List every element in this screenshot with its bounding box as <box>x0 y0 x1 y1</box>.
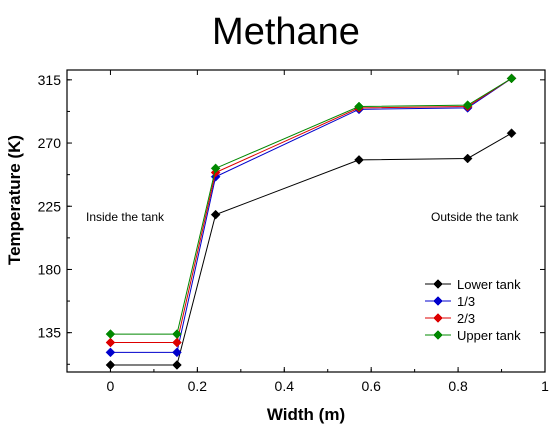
chart-title: Methane <box>212 11 360 53</box>
y-axis-title: Temperature (K) <box>5 135 24 265</box>
legend-label-1-3: 1/3 <box>457 294 475 309</box>
legend-marker-1-3 <box>433 296 443 306</box>
data-point-lower-tank <box>506 128 517 139</box>
x-tick-label: 0 <box>107 378 115 394</box>
x-axis-title: Width (m) <box>267 405 345 424</box>
legend-label-upper-tank: Upper tank <box>457 328 521 343</box>
data-point-lower-tank <box>354 155 364 165</box>
data-point-2-3 <box>172 337 182 348</box>
data-point-2-3 <box>105 337 116 348</box>
data-point-1-3 <box>105 347 116 358</box>
legend-label-2-3: 2/3 <box>457 311 475 326</box>
data-point-upper-tank <box>354 101 364 112</box>
data-point-upper-tank <box>210 163 221 174</box>
x-tick-label: 1 <box>541 378 549 394</box>
y-tick-label: 225 <box>38 198 62 214</box>
data-point-lower-tank <box>172 360 182 370</box>
series-line-2-3 <box>110 78 512 344</box>
y-tick-label: 315 <box>38 72 62 88</box>
series-line-upper-tank <box>110 78 512 335</box>
data-point-lower-tank <box>105 360 116 370</box>
data-point-lower-tank <box>210 209 221 220</box>
plot-frame <box>66 69 546 373</box>
annotation-inside-tank: Inside the tank <box>86 210 165 224</box>
y-tick-label: 270 <box>38 135 62 151</box>
x-tick-label: 0.6 <box>361 378 381 394</box>
data-point-1-3 <box>172 347 182 358</box>
series-line-1-3 <box>110 78 512 353</box>
annotation-outside-tank: Outside the tank <box>431 210 519 224</box>
plot-area: 0 0.2 0.4 0.6 0.8 1 135 180 225 270 315 <box>38 69 549 394</box>
y-tick-label: 135 <box>38 325 62 341</box>
legend-marker-upper-tank <box>433 330 443 340</box>
data-point-lower-tank <box>462 153 473 164</box>
x-tick-label: 0.4 <box>275 378 295 394</box>
legend-label-lower-tank: Lower tank <box>457 277 521 292</box>
legend: Lower tank 1/3 2/3 Upper tank <box>425 277 521 343</box>
data-point-upper-tank <box>462 100 473 110</box>
legend-marker-lower-tank <box>433 279 443 289</box>
x-tick-label: 0.2 <box>188 378 208 394</box>
y-tick-label: 180 <box>38 261 62 277</box>
data-point-upper-tank <box>506 73 517 84</box>
series-line-lower-tank <box>110 132 512 366</box>
data-point-upper-tank <box>105 329 116 339</box>
data-point-upper-tank <box>172 329 182 339</box>
x-tick-label: 0.8 <box>448 378 468 394</box>
legend-marker-2-3 <box>433 313 443 323</box>
